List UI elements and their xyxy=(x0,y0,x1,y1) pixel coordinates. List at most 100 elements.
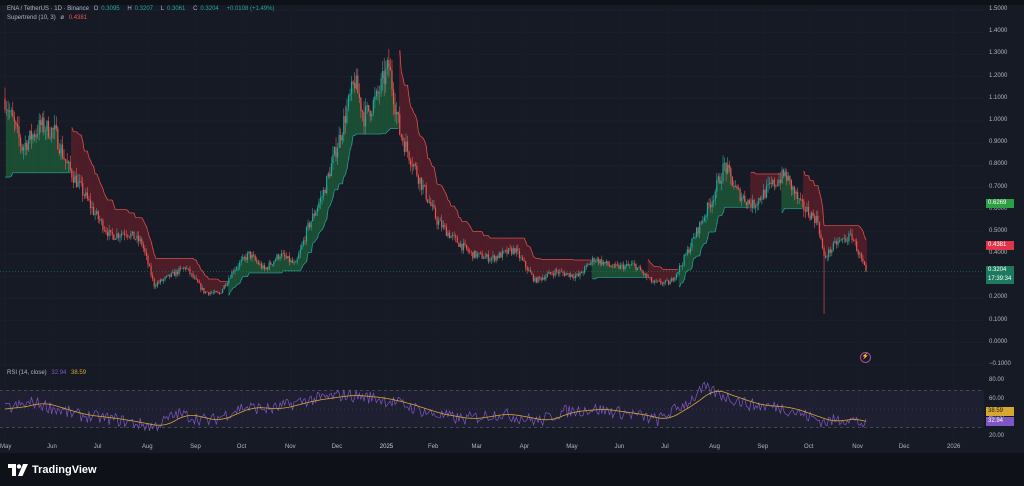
supertrend-line xyxy=(97,177,101,182)
symbol-title[interactable]: ENA / TetherUS · 1D · Binance xyxy=(7,6,89,12)
supertrend-fill xyxy=(610,266,613,278)
candle-body xyxy=(78,181,81,182)
supertrend-line xyxy=(195,259,199,265)
candle-body xyxy=(543,277,545,280)
candle-body xyxy=(442,225,444,228)
candle-body xyxy=(88,198,90,201)
supertrend-fill xyxy=(243,256,246,277)
candle-body xyxy=(92,206,95,215)
supertrend-fill xyxy=(32,136,35,173)
supertrend-line xyxy=(455,208,458,211)
rsi-legend[interactable]: RSI (14, close) 32.94 38.59 xyxy=(7,370,89,377)
ohlc-open-key: O xyxy=(93,6,99,12)
candle-body xyxy=(657,280,659,282)
supertrend-fill xyxy=(742,196,745,208)
supertrend-fill xyxy=(215,279,218,292)
supertrend-fill xyxy=(445,194,448,232)
supertrend-fill xyxy=(282,253,285,271)
candle-body xyxy=(838,240,841,242)
lightning-marker-icon[interactable]: ⚡ xyxy=(860,352,871,363)
candle-body xyxy=(787,175,789,181)
supertrend-fill xyxy=(95,173,98,213)
supertrend-line xyxy=(104,193,107,197)
supertrend-fill xyxy=(576,260,579,275)
supertrend-line xyxy=(702,243,705,246)
candle-body xyxy=(441,220,443,228)
candle-body xyxy=(111,231,113,235)
supertrend-fill xyxy=(863,236,866,264)
rsi-label[interactable]: RSI (14, close) xyxy=(7,370,47,376)
supertrend-fill xyxy=(425,145,428,193)
supertrend-fill xyxy=(597,260,600,278)
supertrend-fill xyxy=(220,281,223,294)
candle-body xyxy=(75,175,78,187)
supertrend-line xyxy=(337,183,340,190)
candle-body xyxy=(279,256,281,259)
supertrend-fill xyxy=(473,231,476,255)
candle-body xyxy=(66,161,68,164)
candle-body xyxy=(190,273,193,275)
candle-body xyxy=(23,146,25,151)
candle-body xyxy=(293,261,295,263)
supertrend-line xyxy=(488,235,491,239)
supertrend-line xyxy=(481,231,485,236)
supertrend-fill xyxy=(751,172,754,205)
supertrend-fill xyxy=(790,184,793,209)
supertrend-fill xyxy=(27,144,30,173)
supertrend-fill xyxy=(19,141,22,173)
candle-body xyxy=(5,109,8,111)
supertrend-line xyxy=(753,172,756,175)
supertrend-fill xyxy=(273,262,275,273)
candle-body xyxy=(85,192,87,197)
price-tick-label: 0.7000 xyxy=(989,183,1008,190)
supertrend-label[interactable]: Supertrend (10, 3) xyxy=(7,15,56,21)
supertrend-fill xyxy=(521,238,524,259)
supertrend-line xyxy=(387,130,390,132)
candle-body xyxy=(173,271,176,276)
supertrend-fill xyxy=(103,194,106,231)
supertrend-fill xyxy=(360,104,362,135)
candle-body xyxy=(431,204,433,206)
supertrend-fill xyxy=(605,261,608,278)
supertrend-fill xyxy=(503,238,505,252)
supertrend-fill xyxy=(133,212,136,236)
supertrend-fill xyxy=(831,225,833,252)
candle-body xyxy=(737,188,740,190)
supertrend-line xyxy=(453,205,457,209)
supertrend-legend[interactable]: Supertrend (10, 3) ø 0.4381 xyxy=(7,15,90,22)
candle-body xyxy=(481,253,483,259)
candle-body xyxy=(181,268,183,269)
supertrend-fill xyxy=(855,225,858,247)
candle-body xyxy=(644,273,646,275)
supertrend-line xyxy=(528,245,531,248)
supertrend-line xyxy=(410,106,413,109)
supertrend-fill xyxy=(674,269,676,280)
supertrend-line xyxy=(446,194,449,201)
tradingview-logo[interactable]: TradingView xyxy=(8,464,97,476)
supertrend-fill xyxy=(60,148,63,173)
supertrend-fill xyxy=(860,228,863,257)
candle-body xyxy=(122,233,124,235)
supertrend-fill xyxy=(139,217,142,241)
supertrend-line xyxy=(442,188,446,192)
candle-body xyxy=(643,272,645,275)
candle-body xyxy=(27,140,29,150)
supertrend-fill xyxy=(787,178,790,209)
supertrend-line xyxy=(9,176,12,178)
eye-icon[interactable]: ø xyxy=(60,15,65,21)
supertrend-fill xyxy=(602,263,605,278)
supertrend-fill xyxy=(315,213,317,241)
ohlc-open-value: 0.3095 xyxy=(101,6,120,12)
supertrend-fill xyxy=(499,238,502,256)
candle-body xyxy=(116,233,118,239)
supertrend-fill xyxy=(504,238,507,251)
supertrend-fill xyxy=(571,259,574,276)
supertrend-fill xyxy=(627,264,630,278)
supertrend-fill xyxy=(47,129,50,173)
candle-body xyxy=(742,195,744,198)
candle-body xyxy=(201,287,203,290)
supertrend-fill xyxy=(743,198,746,208)
candle-body xyxy=(736,185,738,189)
